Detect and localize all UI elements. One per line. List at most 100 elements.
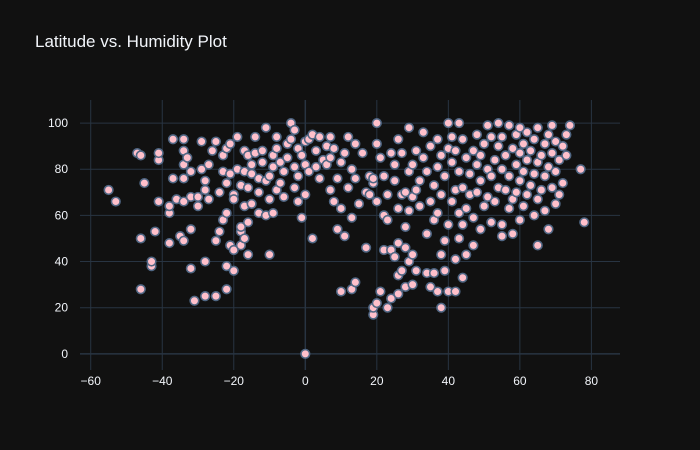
data-point xyxy=(389,251,400,263)
data-point xyxy=(146,256,157,267)
data-point xyxy=(461,249,472,260)
data-point xyxy=(418,152,429,163)
data-point xyxy=(536,184,547,196)
data-point xyxy=(529,168,540,179)
data-point xyxy=(164,237,175,249)
data-point xyxy=(196,164,207,175)
data-point xyxy=(457,272,468,283)
data-point xyxy=(275,157,286,168)
data-point xyxy=(475,175,486,186)
data-point xyxy=(221,284,232,295)
data-point xyxy=(496,131,508,143)
data-point xyxy=(382,214,393,226)
y-tick-label: 80 xyxy=(55,162,69,176)
data-point xyxy=(550,166,561,177)
data-point xyxy=(518,166,529,177)
data-point xyxy=(386,293,397,304)
data-point xyxy=(371,117,382,129)
data-point xyxy=(139,177,150,189)
data-point xyxy=(493,141,504,152)
data-point xyxy=(293,196,304,207)
data-point xyxy=(482,120,493,131)
data-point xyxy=(346,212,357,223)
data-point xyxy=(185,224,196,235)
data-point xyxy=(314,131,325,143)
data-point xyxy=(289,161,300,173)
data-point xyxy=(486,171,497,182)
data-point xyxy=(468,240,479,251)
data-point xyxy=(525,145,536,156)
data-point xyxy=(328,196,340,207)
data-point xyxy=(178,173,189,184)
data-point xyxy=(332,224,343,235)
data-point xyxy=(450,254,461,265)
data-point xyxy=(200,256,211,267)
data-point xyxy=(192,201,204,212)
data-point xyxy=(418,127,429,138)
x-tick-label: 20 xyxy=(370,374,384,388)
data-point xyxy=(543,129,554,140)
data-point xyxy=(543,224,554,235)
data-point xyxy=(539,205,551,216)
data-point xyxy=(482,191,493,203)
data-point xyxy=(496,164,508,175)
data-point xyxy=(536,150,547,161)
data-point xyxy=(479,201,490,212)
data-point xyxy=(300,348,311,359)
data-point xyxy=(242,217,254,228)
data-point xyxy=(446,131,458,143)
data-point xyxy=(393,203,404,214)
data-point xyxy=(489,154,500,166)
data-point xyxy=(539,138,551,149)
data-point xyxy=(210,291,221,302)
data-point xyxy=(375,286,386,297)
data-point xyxy=(496,219,508,230)
data-point xyxy=(278,166,289,177)
data-point xyxy=(400,221,411,233)
data-point xyxy=(443,219,454,230)
data-point xyxy=(439,235,450,246)
data-point xyxy=(246,168,257,179)
data-point xyxy=(407,159,418,170)
data-point xyxy=(525,180,536,191)
data-point xyxy=(546,182,558,193)
data-point xyxy=(289,182,300,193)
data-point xyxy=(135,233,146,244)
data-point xyxy=(335,203,347,214)
data-point xyxy=(421,166,432,177)
data-point xyxy=(257,145,268,156)
data-point xyxy=(450,145,461,156)
data-point xyxy=(200,175,211,186)
data-point xyxy=(468,212,479,223)
y-tick-label: 20 xyxy=(55,301,69,315)
data-point xyxy=(436,150,447,161)
data-point xyxy=(504,120,515,131)
x-axis-ticks: −60 −40 −20 0 20 40 60 80 xyxy=(81,374,599,388)
data-point xyxy=(414,201,425,212)
data-point xyxy=(200,291,211,302)
data-point xyxy=(507,143,518,154)
data-point xyxy=(271,143,282,154)
data-point xyxy=(550,136,561,147)
data-point xyxy=(185,166,196,177)
data-point xyxy=(486,131,497,143)
data-point xyxy=(371,138,382,149)
data-point xyxy=(428,267,440,279)
x-tick-label: −20 xyxy=(224,374,245,388)
data-point xyxy=(432,161,443,173)
data-point xyxy=(214,226,225,237)
data-point xyxy=(364,189,375,200)
y-tick-label: 0 xyxy=(61,347,68,361)
data-point xyxy=(561,129,572,140)
data-point xyxy=(493,117,504,129)
data-point xyxy=(411,145,422,156)
data-point xyxy=(332,173,343,184)
data-point xyxy=(389,175,400,186)
data-point xyxy=(400,187,411,198)
chart-title: Latitude vs. Humidity Plot xyxy=(35,32,227,51)
data-point xyxy=(178,235,189,246)
data-point xyxy=(153,147,164,159)
data-point xyxy=(504,203,515,214)
data-point xyxy=(339,231,350,242)
